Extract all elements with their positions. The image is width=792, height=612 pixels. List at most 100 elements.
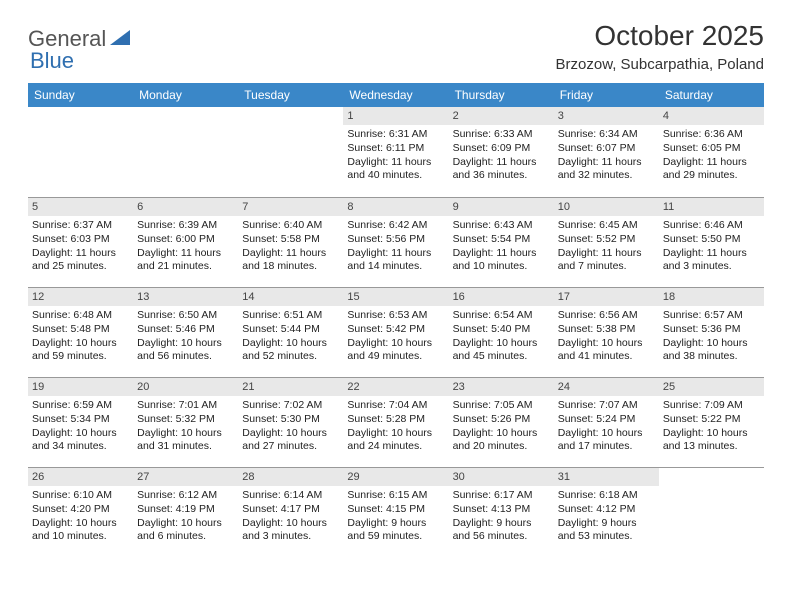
sunrise-text: Sunrise: 6:50 AM xyxy=(137,309,233,323)
day-number: 6 xyxy=(133,198,238,216)
day-number: 28 xyxy=(238,468,343,486)
sunrise-text: Sunrise: 7:07 AM xyxy=(558,399,654,413)
sunset-text: Sunset: 4:19 PM xyxy=(137,503,233,517)
sunrise-text: Sunrise: 6:45 AM xyxy=(558,219,654,233)
day-number: 3 xyxy=(554,107,659,125)
day-number: 30 xyxy=(449,468,554,486)
sunset-text: Sunset: 5:38 PM xyxy=(558,323,654,337)
day-cell: 1Sunrise: 6:31 AMSunset: 6:11 PMDaylight… xyxy=(343,107,448,197)
day-number: 17 xyxy=(554,288,659,306)
day-cell-empty: . xyxy=(659,468,764,557)
logo-triangle-icon xyxy=(110,28,132,51)
day-number: 11 xyxy=(659,198,764,216)
sunrise-text: Sunrise: 6:54 AM xyxy=(453,309,549,323)
day-cell: 25Sunrise: 7:09 AMSunset: 5:22 PMDayligh… xyxy=(659,378,764,467)
sunset-text: Sunset: 6:07 PM xyxy=(558,142,654,156)
sunrise-text: Sunrise: 6:17 AM xyxy=(453,489,549,503)
sunset-text: Sunset: 5:22 PM xyxy=(663,413,759,427)
logo-text-blue: Blue xyxy=(30,48,74,73)
daylight-text: Daylight: 11 hours and 3 minutes. xyxy=(663,247,759,274)
location: Brzozow, Subcarpathia, Poland xyxy=(556,56,764,73)
daylight-text: Daylight: 10 hours and 6 minutes. xyxy=(137,517,233,544)
daylight-text: Daylight: 9 hours and 53 minutes. xyxy=(558,517,654,544)
day-cell-empty: . xyxy=(28,107,133,197)
daylight-text: Daylight: 11 hours and 21 minutes. xyxy=(137,247,233,274)
sunrise-text: Sunrise: 6:42 AM xyxy=(347,219,443,233)
daylight-text: Daylight: 10 hours and 31 minutes. xyxy=(137,427,233,454)
sunset-text: Sunset: 5:50 PM xyxy=(663,233,759,247)
sunset-text: Sunset: 4:12 PM xyxy=(558,503,654,517)
day-cell: 19Sunrise: 6:59 AMSunset: 5:34 PMDayligh… xyxy=(28,378,133,467)
daylight-text: Daylight: 10 hours and 10 minutes. xyxy=(32,517,128,544)
daylight-text: Daylight: 10 hours and 38 minutes. xyxy=(663,337,759,364)
day-cell: 17Sunrise: 6:56 AMSunset: 5:38 PMDayligh… xyxy=(554,288,659,377)
sunset-text: Sunset: 4:20 PM xyxy=(32,503,128,517)
calendar: SundayMondayTuesdayWednesdayThursdayFrid… xyxy=(28,83,764,557)
week-row: 26Sunrise: 6:10 AMSunset: 4:20 PMDayligh… xyxy=(28,467,764,557)
sunset-text: Sunset: 5:42 PM xyxy=(347,323,443,337)
sunset-text: Sunset: 5:32 PM xyxy=(137,413,233,427)
week-row: ...1Sunrise: 6:31 AMSunset: 6:11 PMDayli… xyxy=(28,107,764,197)
sunrise-text: Sunrise: 7:01 AM xyxy=(137,399,233,413)
sunrise-text: Sunrise: 6:15 AM xyxy=(347,489,443,503)
weekday-header: Thursday xyxy=(449,83,554,107)
calendar-page: General October 2025 Brzozow, Subcarpath… xyxy=(0,0,792,557)
sunrise-text: Sunrise: 6:43 AM xyxy=(453,219,549,233)
daylight-text: Daylight: 11 hours and 36 minutes. xyxy=(453,156,549,183)
sunrise-text: Sunrise: 6:59 AM xyxy=(32,399,128,413)
sunset-text: Sunset: 5:52 PM xyxy=(558,233,654,247)
sunrise-text: Sunrise: 6:57 AM xyxy=(663,309,759,323)
day-cell: 11Sunrise: 6:46 AMSunset: 5:50 PMDayligh… xyxy=(659,198,764,287)
day-number: 25 xyxy=(659,378,764,396)
sunset-text: Sunset: 6:09 PM xyxy=(453,142,549,156)
daylight-text: Daylight: 11 hours and 25 minutes. xyxy=(32,247,128,274)
sunrise-text: Sunrise: 7:05 AM xyxy=(453,399,549,413)
day-cell: 8Sunrise: 6:42 AMSunset: 5:56 PMDaylight… xyxy=(343,198,448,287)
daylight-text: Daylight: 10 hours and 49 minutes. xyxy=(347,337,443,364)
daylight-text: Daylight: 10 hours and 27 minutes. xyxy=(242,427,338,454)
weekday-header: Monday xyxy=(133,83,238,107)
sunrise-text: Sunrise: 6:51 AM xyxy=(242,309,338,323)
sunrise-text: Sunrise: 7:04 AM xyxy=(347,399,443,413)
day-number: 13 xyxy=(133,288,238,306)
day-cell: 6Sunrise: 6:39 AMSunset: 6:00 PMDaylight… xyxy=(133,198,238,287)
day-cell: 14Sunrise: 6:51 AMSunset: 5:44 PMDayligh… xyxy=(238,288,343,377)
day-cell: 7Sunrise: 6:40 AMSunset: 5:58 PMDaylight… xyxy=(238,198,343,287)
daylight-text: Daylight: 11 hours and 32 minutes. xyxy=(558,156,654,183)
logo-blue-row: Blue xyxy=(30,48,74,74)
daylight-text: Daylight: 10 hours and 34 minutes. xyxy=(32,427,128,454)
day-number: 21 xyxy=(238,378,343,396)
day-cell: 29Sunrise: 6:15 AMSunset: 4:15 PMDayligh… xyxy=(343,468,448,557)
sunset-text: Sunset: 6:05 PM xyxy=(663,142,759,156)
title-block: October 2025 Brzozow, Subcarpathia, Pola… xyxy=(556,20,764,73)
weekday-header: Sunday xyxy=(28,83,133,107)
day-cell: 23Sunrise: 7:05 AMSunset: 5:26 PMDayligh… xyxy=(449,378,554,467)
sunset-text: Sunset: 5:46 PM xyxy=(137,323,233,337)
daylight-text: Daylight: 10 hours and 13 minutes. xyxy=(663,427,759,454)
daylight-text: Daylight: 11 hours and 40 minutes. xyxy=(347,156,443,183)
week-row: 19Sunrise: 6:59 AMSunset: 5:34 PMDayligh… xyxy=(28,377,764,467)
weeks-container: ...1Sunrise: 6:31 AMSunset: 6:11 PMDayli… xyxy=(28,107,764,557)
weekday-header: Tuesday xyxy=(238,83,343,107)
weekday-header: Saturday xyxy=(659,83,764,107)
sunrise-text: Sunrise: 6:48 AM xyxy=(32,309,128,323)
day-cell: 10Sunrise: 6:45 AMSunset: 5:52 PMDayligh… xyxy=(554,198,659,287)
daylight-text: Daylight: 11 hours and 14 minutes. xyxy=(347,247,443,274)
day-number: 29 xyxy=(343,468,448,486)
daylight-text: Daylight: 11 hours and 7 minutes. xyxy=(558,247,654,274)
day-number: 22 xyxy=(343,378,448,396)
day-cell: 16Sunrise: 6:54 AMSunset: 5:40 PMDayligh… xyxy=(449,288,554,377)
day-number: 26 xyxy=(28,468,133,486)
day-cell: 9Sunrise: 6:43 AMSunset: 5:54 PMDaylight… xyxy=(449,198,554,287)
sunset-text: Sunset: 5:30 PM xyxy=(242,413,338,427)
sunrise-text: Sunrise: 6:39 AM xyxy=(137,219,233,233)
day-number: 12 xyxy=(28,288,133,306)
sunrise-text: Sunrise: 6:40 AM xyxy=(242,219,338,233)
sunset-text: Sunset: 4:13 PM xyxy=(453,503,549,517)
sunrise-text: Sunrise: 6:53 AM xyxy=(347,309,443,323)
daylight-text: Daylight: 10 hours and 24 minutes. xyxy=(347,427,443,454)
sunrise-text: Sunrise: 6:31 AM xyxy=(347,128,443,142)
daylight-text: Daylight: 9 hours and 56 minutes. xyxy=(453,517,549,544)
daylight-text: Daylight: 11 hours and 29 minutes. xyxy=(663,156,759,183)
daylight-text: Daylight: 10 hours and 59 minutes. xyxy=(32,337,128,364)
